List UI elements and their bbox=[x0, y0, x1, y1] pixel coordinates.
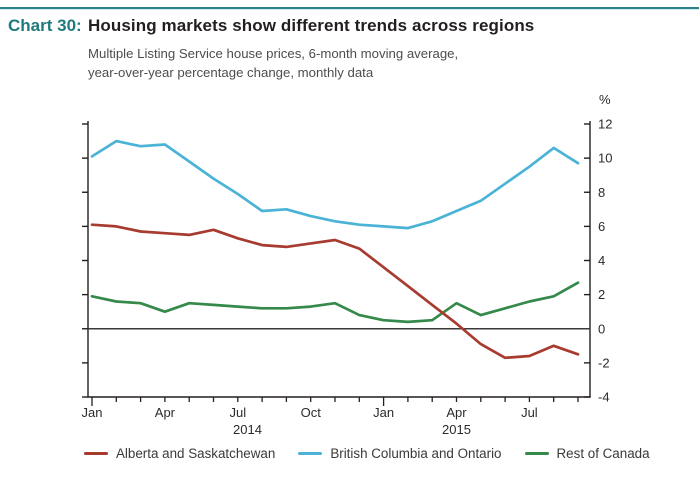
top-rule-glow bbox=[0, 9, 699, 10]
y-tick-label: 2 bbox=[598, 287, 605, 302]
x-tick-label: Oct bbox=[301, 405, 322, 420]
y-tick-label: 10 bbox=[598, 151, 612, 166]
x-tick-label: Jan bbox=[82, 405, 103, 420]
legend-item: Alberta and Saskatchewan bbox=[84, 446, 275, 461]
x-tick-label: Apr bbox=[446, 405, 467, 420]
legend-item: Rest of Canada bbox=[524, 446, 650, 461]
legend-label: British Columbia and Ontario bbox=[330, 446, 502, 461]
x-tick-label: Jul bbox=[229, 405, 246, 420]
series-line-british-columbia-and-ontario bbox=[90, 139, 580, 230]
legend-swatch-icon bbox=[524, 451, 549, 456]
chart-subtitle: Multiple Listing Service house prices, 6… bbox=[88, 44, 458, 82]
legend-swatch-icon bbox=[298, 451, 323, 456]
chart-subtitle-line2: year-over-year percentage change, monthl… bbox=[88, 65, 374, 80]
x-tick-label: Apr bbox=[155, 405, 176, 420]
x-tick-label: Jan bbox=[373, 405, 394, 420]
top-rule bbox=[0, 7, 699, 9]
legend-swatch-icon bbox=[84, 451, 108, 456]
chart-title: Housing markets show different trends ac… bbox=[88, 16, 535, 35]
series-line-rest-of-canada bbox=[90, 281, 580, 324]
x-year-label: 2014 bbox=[233, 422, 262, 437]
y-axis-unit-label: % bbox=[599, 92, 611, 107]
chart-legend: Alberta and Saskatchewan British Columbia… bbox=[84, 446, 650, 461]
x-tick-label: Jul bbox=[521, 405, 538, 420]
legend-label: Rest of Canada bbox=[556, 446, 650, 461]
chart-subtitle-line1: Multiple Listing Service house prices, 6… bbox=[88, 46, 459, 61]
y-tick-label: 0 bbox=[598, 321, 605, 336]
legend-label: Alberta and Saskatchewan bbox=[116, 446, 276, 461]
chart-number-label: Chart 30: bbox=[8, 16, 82, 35]
series-line-alberta-and-saskatchewan bbox=[90, 223, 580, 360]
x-year-label: 2015 bbox=[442, 422, 471, 437]
y-tick-label: 4 bbox=[598, 253, 605, 268]
y-tick-label: -2 bbox=[598, 355, 610, 370]
y-tick-label: -4 bbox=[598, 390, 610, 405]
legend-item: British Columbia and Ontario bbox=[298, 446, 502, 461]
y-tick-label: 6 bbox=[598, 219, 605, 234]
y-tick-label: 8 bbox=[598, 185, 605, 200]
chart-header: Chart 30: Housing markets show different… bbox=[8, 16, 534, 36]
y-tick-label: 12 bbox=[598, 117, 612, 132]
